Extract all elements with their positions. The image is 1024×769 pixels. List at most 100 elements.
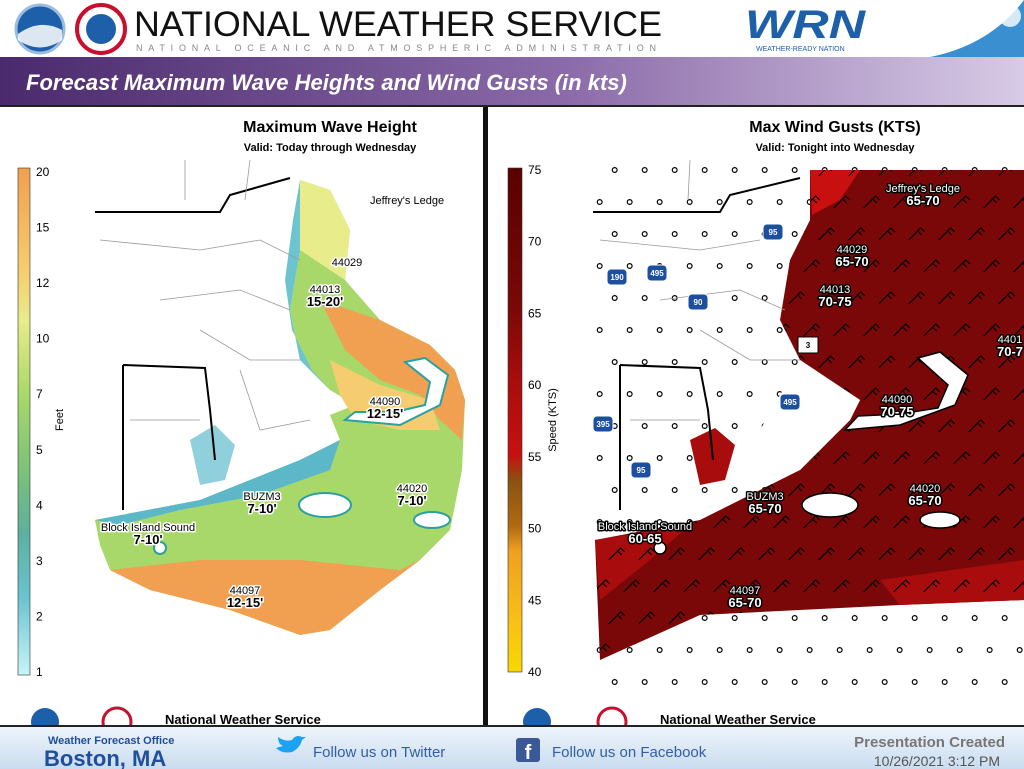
wind-barb	[818, 483, 836, 497]
wind-barb	[818, 227, 836, 241]
calm-dot	[656, 455, 663, 462]
wind-barb	[938, 170, 956, 177]
legend-tick: 65	[528, 306, 542, 320]
legend-tick: 75	[528, 163, 542, 177]
station-label: Jeffrey's Ledge	[370, 195, 444, 207]
station-label: 44013	[820, 284, 851, 296]
calm-dot	[716, 391, 723, 398]
wind-barb	[803, 259, 821, 273]
wind-barb	[923, 451, 941, 465]
calm-dot	[881, 678, 888, 685]
wind-barb	[788, 291, 806, 305]
wind-barb	[998, 227, 1016, 241]
legend-tick: 2	[36, 609, 43, 623]
calm-dot	[611, 359, 618, 366]
wind-barb	[863, 259, 881, 273]
parent-agency: NATIONAL OCEANIC AND ATMOSPHERIC ADMINIS…	[136, 43, 656, 53]
calm-dot	[851, 678, 858, 685]
wind-barb	[893, 579, 911, 593]
banner-rule	[0, 105, 1024, 107]
wind-barb	[968, 547, 986, 561]
calm-dot	[626, 391, 633, 398]
wind-barb	[983, 195, 1001, 209]
road-shield-label: 3	[806, 341, 811, 350]
road-shield	[687, 293, 709, 311]
road-shield	[606, 268, 628, 286]
calm-dot	[731, 359, 738, 366]
road-shield	[630, 461, 652, 479]
calm-dot	[731, 614, 738, 621]
calm-dot	[716, 199, 723, 206]
block-island	[653, 541, 667, 555]
twitter-icon[interactable]	[276, 736, 306, 753]
wind-barb	[998, 355, 1016, 369]
wind-barb	[713, 515, 731, 529]
facebook-link[interactable]: Follow us on Facebook	[552, 744, 707, 761]
calm-dot	[656, 518, 663, 525]
forecast-range: 70-75	[880, 404, 913, 419]
calm-dot	[641, 295, 648, 302]
narragansett-bay	[190, 425, 235, 485]
calm-dot	[731, 423, 738, 430]
wind-barb	[908, 170, 926, 177]
forecast-range: 12-15'	[367, 406, 403, 421]
calm-dot	[596, 391, 603, 398]
station-label: 44090	[370, 396, 401, 408]
wind-barb	[863, 387, 881, 401]
road-shield	[797, 336, 819, 354]
wind-barb	[608, 611, 626, 625]
wind-barb	[713, 579, 731, 593]
calm-dot	[866, 646, 873, 653]
twitter-link[interactable]: Follow us on Twitter	[313, 744, 445, 761]
calm-dot	[761, 678, 768, 685]
wind-barb	[863, 323, 881, 337]
wind-barb	[968, 291, 986, 305]
legend-tick: 1	[36, 665, 43, 679]
legend-tick: 5	[36, 443, 43, 457]
calm-dot	[656, 327, 663, 334]
wind-barb	[878, 291, 896, 305]
gust-field	[595, 170, 1024, 660]
wind-barb	[848, 483, 866, 497]
calm-dot	[791, 231, 798, 238]
calm-dot	[611, 167, 618, 174]
calm-dot	[611, 487, 618, 494]
wind-barb	[788, 547, 806, 561]
wrn-tagline: WEATHER-READY NATION	[756, 46, 845, 53]
facebook-icon[interactable]	[516, 738, 540, 762]
wind-barb	[893, 259, 911, 273]
created-label: Presentation Created	[854, 734, 1005, 751]
calm-dot	[731, 167, 738, 174]
wind-barb	[818, 170, 836, 177]
calm-dot	[641, 423, 648, 430]
wind-barb	[653, 579, 671, 593]
gust-zone	[880, 560, 1024, 605]
wind-barb	[803, 323, 821, 337]
legend-tick: 3	[36, 554, 43, 568]
wind-barb	[1013, 451, 1024, 465]
wind-barb	[743, 579, 761, 593]
state-border	[122, 364, 216, 510]
wind-barb	[893, 323, 911, 337]
forecast-range: 65-70	[908, 493, 941, 508]
road-shield-label: 90	[694, 298, 703, 307]
wind-barb	[968, 419, 986, 433]
calm-dot	[626, 518, 633, 525]
calm-dot	[716, 327, 723, 334]
map-subtitle: Valid: Tonight into Wednesday	[755, 142, 915, 154]
wind-barb	[848, 227, 866, 241]
wind-barb	[1013, 195, 1024, 209]
calm-dot	[821, 678, 828, 685]
calm-dot	[716, 646, 723, 653]
wind-barb	[923, 387, 941, 401]
calm-dot	[1001, 678, 1008, 685]
wind-barb	[953, 323, 971, 337]
calm-dot	[746, 646, 753, 653]
wind-barb	[998, 291, 1016, 305]
wind-barb	[893, 387, 911, 401]
calm-dot	[716, 263, 723, 270]
wind-barb	[938, 227, 956, 241]
calm-dot	[761, 295, 768, 302]
wind-barb	[833, 195, 851, 209]
calm-dot	[686, 455, 693, 462]
